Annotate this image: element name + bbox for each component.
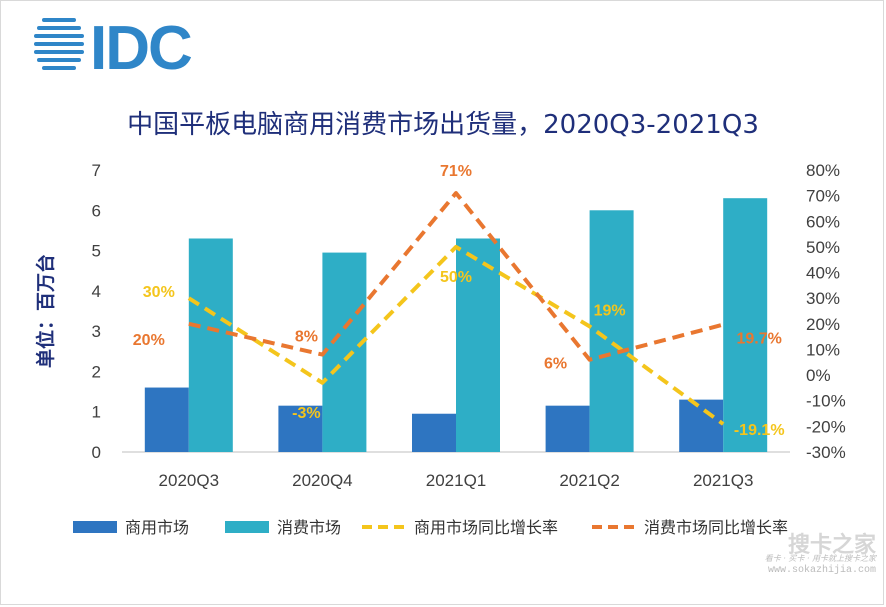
right-tick-label: 10% xyxy=(806,340,840,359)
legend-swatch xyxy=(73,521,117,533)
logo-text: IDC xyxy=(90,14,192,74)
bar-consumer xyxy=(456,238,500,452)
right-tick-label: 30% xyxy=(806,289,840,308)
bar-commercial xyxy=(545,405,590,452)
legend-label: 消费市场同比增长率 xyxy=(644,518,788,537)
bar-commercial xyxy=(144,387,189,452)
bar-consumer xyxy=(589,210,634,452)
globe-icon: IDC xyxy=(34,14,194,83)
data-label: 19% xyxy=(594,302,626,319)
right-tick-label: 40% xyxy=(806,264,840,283)
bar-commercial xyxy=(278,405,323,452)
right-tick-label: -20% xyxy=(806,417,846,436)
left-tick-label: 0 xyxy=(92,443,101,462)
right-axis-ticks: -30% -20% -10% 0% 10% 20% 30% 40% 50% 60% 70% 80% xyxy=(806,161,846,462)
data-label: 6% xyxy=(544,356,567,373)
data-label: 71% xyxy=(440,163,472,180)
category-labels: 2020Q3 2020Q4 2021Q1 2021Q2 2021Q3 xyxy=(159,471,754,490)
data-label: -3% xyxy=(292,405,320,422)
data-label: 19.7% xyxy=(737,331,782,348)
growth-lines xyxy=(187,191,725,426)
commercial-growth-line xyxy=(187,244,725,426)
left-tick-label: 2 xyxy=(92,362,101,381)
right-tick-label: 50% xyxy=(806,238,840,257)
left-tick-label: 4 xyxy=(92,282,101,301)
left-tick-label: 3 xyxy=(92,322,101,341)
right-tick-label: -30% xyxy=(806,443,846,462)
data-label: 50% xyxy=(440,269,472,286)
x-tick-label: 2020Q3 xyxy=(159,471,220,490)
legend-label: 商用市场 xyxy=(125,518,189,537)
left-tick-label: 5 xyxy=(92,242,101,261)
watermark-tagline: 看卡 · 买卡 · 用卡就上搜卡之家 xyxy=(764,554,876,563)
watermark-url: www.sokazhijia.com xyxy=(767,565,876,576)
data-label: 20% xyxy=(133,332,165,349)
left-axis-ticks: 0 1 2 3 4 5 6 7 xyxy=(92,161,101,462)
legend-label: 商用市场同比增长率 xyxy=(414,518,558,537)
right-tick-label: 20% xyxy=(806,315,840,334)
y-axis-label: 单位：百万台 xyxy=(34,254,57,368)
data-label: 30% xyxy=(143,284,175,301)
legend-swatch xyxy=(225,521,269,533)
data-label: -19.1% xyxy=(734,422,785,439)
bar-consumer xyxy=(188,238,233,452)
right-tick-label: -10% xyxy=(806,392,846,411)
bar-consumer xyxy=(322,252,367,452)
bar-commercial xyxy=(679,399,724,452)
data-labels: 30% -3% 50% 19% -19.1% 20% 8% 71% 6% 19.7% xyxy=(133,163,785,439)
right-tick-label: 80% xyxy=(806,161,840,180)
watermark: 搜卡之家 看卡 · 买卡 · 用卡就上搜卡之家 www.sokazhijia.c… xyxy=(706,527,876,579)
legend: 商用市场 消费市场 商用市场同比增长率 消费市场同比增长率 xyxy=(73,518,788,537)
right-tick-label: 70% xyxy=(806,187,840,206)
left-tick-label: 7 xyxy=(92,161,101,180)
watermark-title: 搜卡之家 xyxy=(787,532,876,558)
bar-commercial xyxy=(412,413,456,452)
right-tick-label: 60% xyxy=(806,212,840,231)
chart-title: 中国平板电脑商用消费市场出货量，2020Q3-2021Q3 xyxy=(127,110,759,140)
x-tick-label: 2020Q4 xyxy=(292,471,353,490)
legend-label: 消费市场 xyxy=(277,518,341,537)
idc-logo: IDC xyxy=(34,14,234,83)
right-tick-label: 0% xyxy=(806,366,831,385)
bars xyxy=(144,198,768,452)
left-tick-label: 6 xyxy=(92,201,101,220)
x-tick-label: 2021Q3 xyxy=(693,471,754,490)
x-tick-label: 2021Q1 xyxy=(426,471,487,490)
data-label: 8% xyxy=(295,329,318,346)
x-tick-label: 2021Q2 xyxy=(559,471,620,490)
consumer-growth-line xyxy=(188,191,724,362)
bar-consumer xyxy=(723,198,768,452)
left-tick-label: 1 xyxy=(92,403,101,422)
